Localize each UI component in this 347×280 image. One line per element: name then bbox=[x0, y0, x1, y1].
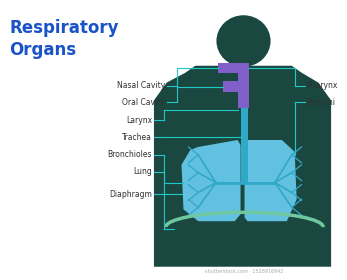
Text: Bronchioles: Bronchioles bbox=[108, 150, 152, 159]
Polygon shape bbox=[218, 63, 247, 73]
Text: Diaphragm: Diaphragm bbox=[109, 190, 152, 199]
Text: Trachea: Trachea bbox=[122, 132, 152, 141]
Bar bbox=[240, 108, 248, 183]
Polygon shape bbox=[223, 81, 249, 92]
Text: Bronchi: Bronchi bbox=[306, 98, 336, 107]
Text: Oral Cavity: Oral Cavity bbox=[122, 98, 165, 107]
Polygon shape bbox=[154, 66, 331, 267]
Text: Respiratory: Respiratory bbox=[9, 19, 119, 37]
Text: Organs: Organs bbox=[9, 41, 76, 59]
Text: Lung: Lung bbox=[133, 167, 152, 176]
Text: Larynx: Larynx bbox=[126, 116, 152, 125]
Polygon shape bbox=[238, 63, 249, 108]
Polygon shape bbox=[245, 140, 297, 221]
Ellipse shape bbox=[217, 15, 271, 67]
Text: Pharynx: Pharynx bbox=[306, 81, 338, 90]
Text: shutterstock.com · 1528916942: shutterstock.com · 1528916942 bbox=[205, 269, 284, 274]
Text: Nasal Cavity: Nasal Cavity bbox=[117, 81, 165, 90]
Polygon shape bbox=[181, 140, 240, 221]
